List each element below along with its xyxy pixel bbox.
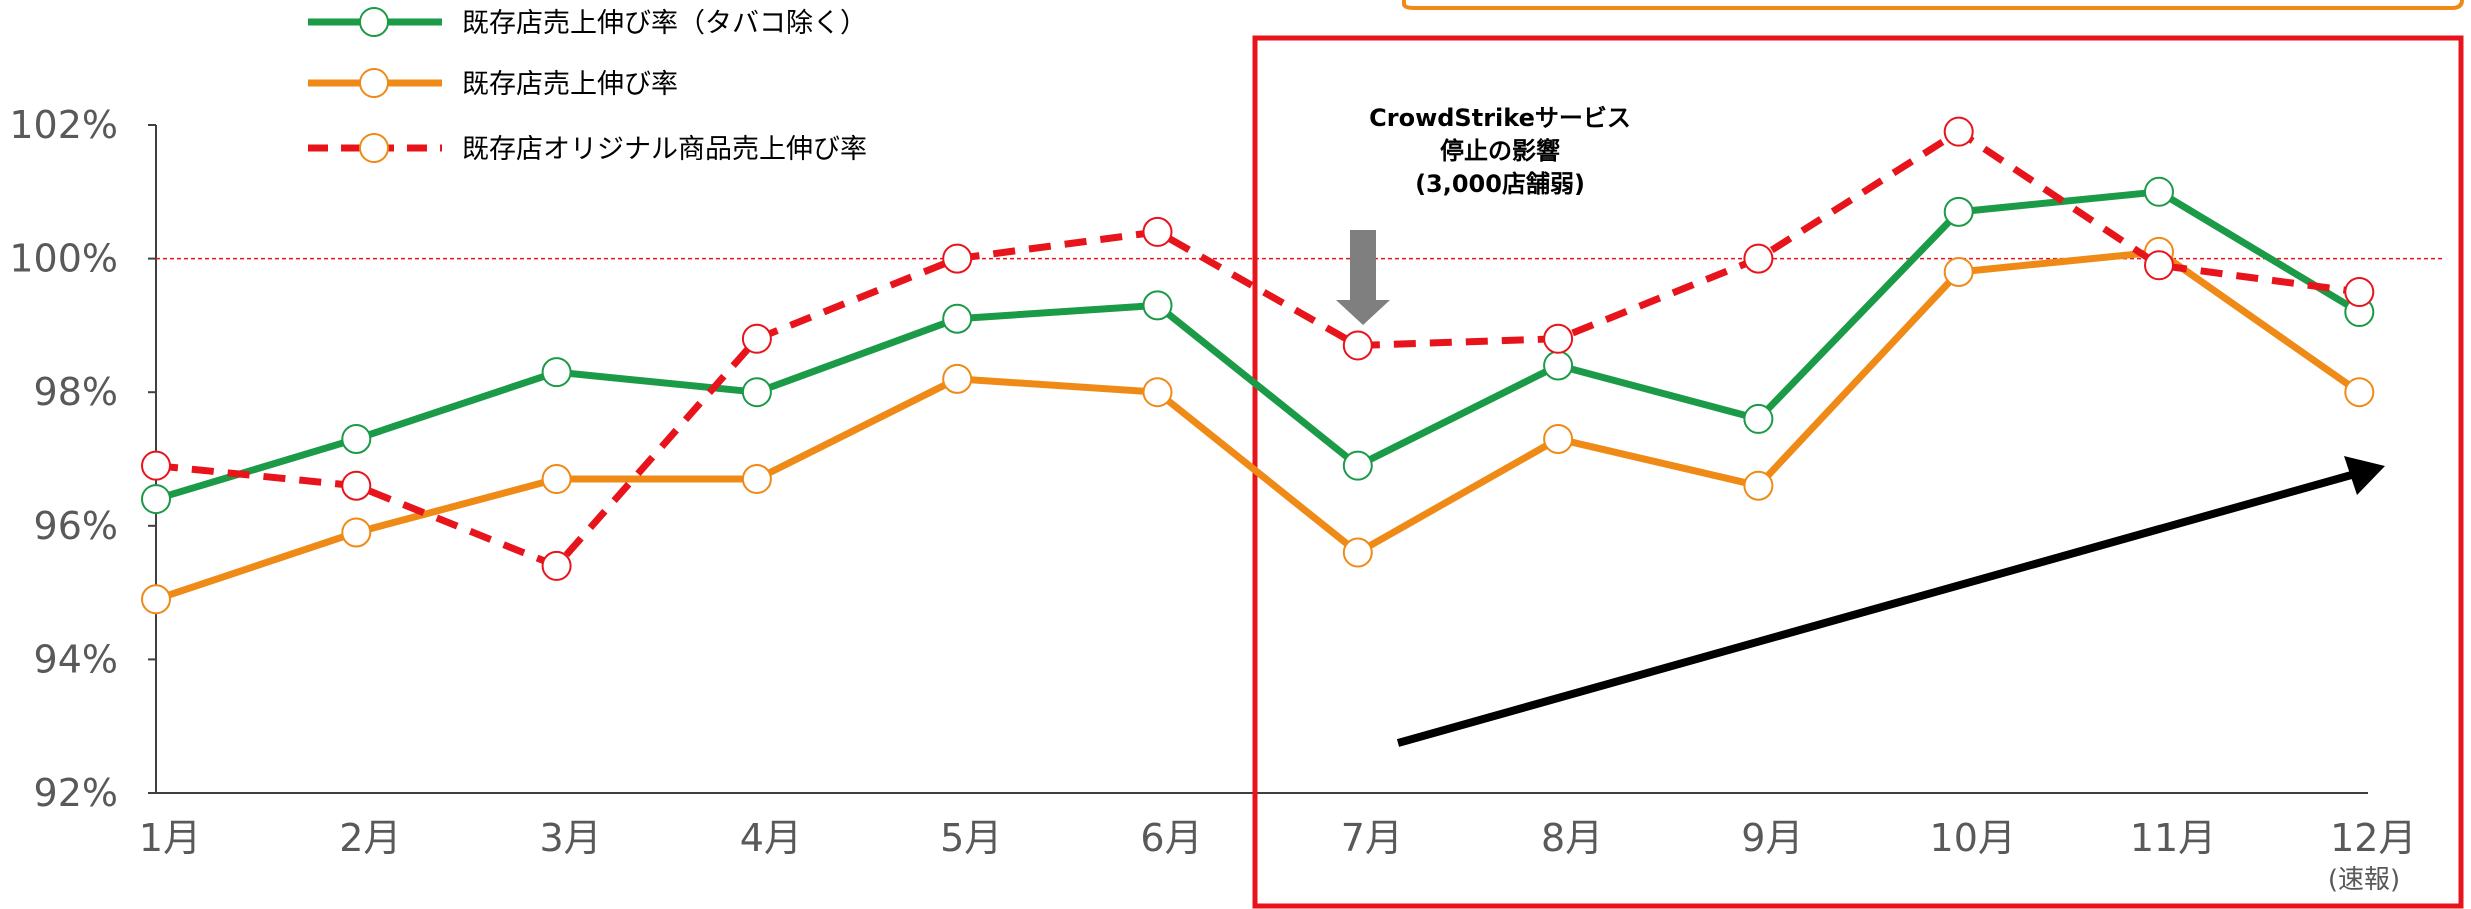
- data-point: [942, 363, 973, 394]
- data-point: [1943, 256, 1974, 287]
- legend-item-1: 既存店売上伸び率（タバコ除く）: [308, 7, 867, 39]
- data-point: [942, 303, 973, 334]
- legend-item-2: 既存店売上伸び率: [308, 68, 678, 100]
- series-1: [141, 176, 2375, 515]
- x-tick-label: 2月: [339, 816, 401, 860]
- data-point: [741, 377, 772, 408]
- y-tick-label: 100%: [9, 237, 118, 281]
- annotation-line-3: (3,000店舗弱): [1415, 170, 1585, 198]
- data-point: [541, 357, 572, 388]
- series-layer: [141, 116, 2375, 615]
- x-tick-label: 9月: [1741, 816, 1803, 860]
- data-point: [141, 484, 171, 515]
- x-tick-label: 3月: [540, 816, 602, 860]
- annotation-line-1: CrowdStrikeサービス: [1369, 104, 1631, 132]
- data-point: [541, 550, 572, 581]
- data-point: [741, 464, 772, 495]
- data-point: [1342, 450, 1373, 481]
- x-tick-label: 7月: [1341, 816, 1403, 860]
- series-2: [141, 236, 2375, 615]
- data-point: [1342, 330, 1373, 361]
- data-point: [1142, 290, 1173, 321]
- data-point: [1342, 537, 1373, 568]
- legend-label-3: 既存店オリジナル商品売上伸び率: [462, 134, 867, 165]
- x-tick-label: 6月: [1140, 816, 1202, 860]
- series-3: [141, 116, 2375, 581]
- x-tick-label: 11月: [2130, 816, 2216, 860]
- x-tick-label: 5月: [940, 816, 1002, 860]
- series-line: [154, 248, 2362, 603]
- data-point: [1543, 323, 1574, 354]
- x-tick-label: 4月: [740, 816, 802, 860]
- y-tick-label: 98%: [34, 370, 118, 414]
- data-point: [1543, 423, 1574, 454]
- x-tick-label: 8月: [1541, 816, 1603, 860]
- data-point: [2144, 250, 2174, 281]
- legend-label-2: 既存店売上伸び率: [462, 69, 678, 100]
- data-point: [2144, 176, 2174, 207]
- callout-down-arrow-icon: [1336, 230, 1390, 325]
- series-line: [155, 128, 2360, 570]
- data-point: [1943, 116, 1974, 147]
- x-tick-label: 12月: [2330, 816, 2416, 860]
- x-tick-note: (速報): [2328, 865, 2400, 895]
- data-point: [1142, 377, 1173, 408]
- y-tick-label: 94%: [34, 637, 118, 681]
- x-tick-label: 10月: [1930, 816, 2016, 860]
- data-point: [1943, 196, 1974, 227]
- x-ticks: 1月 2月 3月 4月 5月 6月 7月 8月 9月 10月 11月 12月: [139, 816, 2417, 860]
- data-point: [1543, 350, 1574, 381]
- y-ticks: 92% 94% 96% 98% 100% 102%: [9, 103, 156, 815]
- top-callout-box-edge: [1402, 0, 2464, 10]
- data-point: [1743, 243, 1774, 274]
- data-point: [341, 423, 372, 454]
- impact-annotation: CrowdStrikeサービス 停止の影響 (3,000店舗弱): [1369, 104, 1631, 198]
- x-tick-label: 1月: [139, 816, 201, 860]
- y-tick-label: 96%: [34, 504, 118, 548]
- highlight-box: [1252, 35, 2464, 909]
- data-point: [942, 243, 973, 274]
- data-point: [2344, 377, 2375, 408]
- legend: 既存店売上伸び率（タバコ除く） 既存店売上伸び率 既存店オリジナル商品売上伸び率: [308, 7, 867, 165]
- data-point: [741, 323, 772, 354]
- y-tick-label: 102%: [9, 103, 118, 147]
- data-point: [1743, 403, 1774, 434]
- data-point: [1743, 470, 1774, 501]
- data-point: [141, 584, 171, 615]
- annotation-line-2: 停止の影響: [1440, 137, 1560, 165]
- y-tick-label: 92%: [34, 771, 118, 815]
- data-point: [341, 470, 372, 501]
- series-line: [154, 188, 2362, 503]
- data-point: [2344, 277, 2375, 307]
- data-point: [541, 464, 572, 495]
- data-point: [341, 517, 372, 548]
- trend-arrow-icon: [1396, 456, 2385, 747]
- data-point: [1142, 216, 1173, 247]
- data-point: [141, 450, 171, 481]
- legend-item-3: 既存店オリジナル商品売上伸び率: [308, 133, 867, 165]
- legend-label-1: 既存店売上伸び率（タバコ除く）: [462, 8, 867, 39]
